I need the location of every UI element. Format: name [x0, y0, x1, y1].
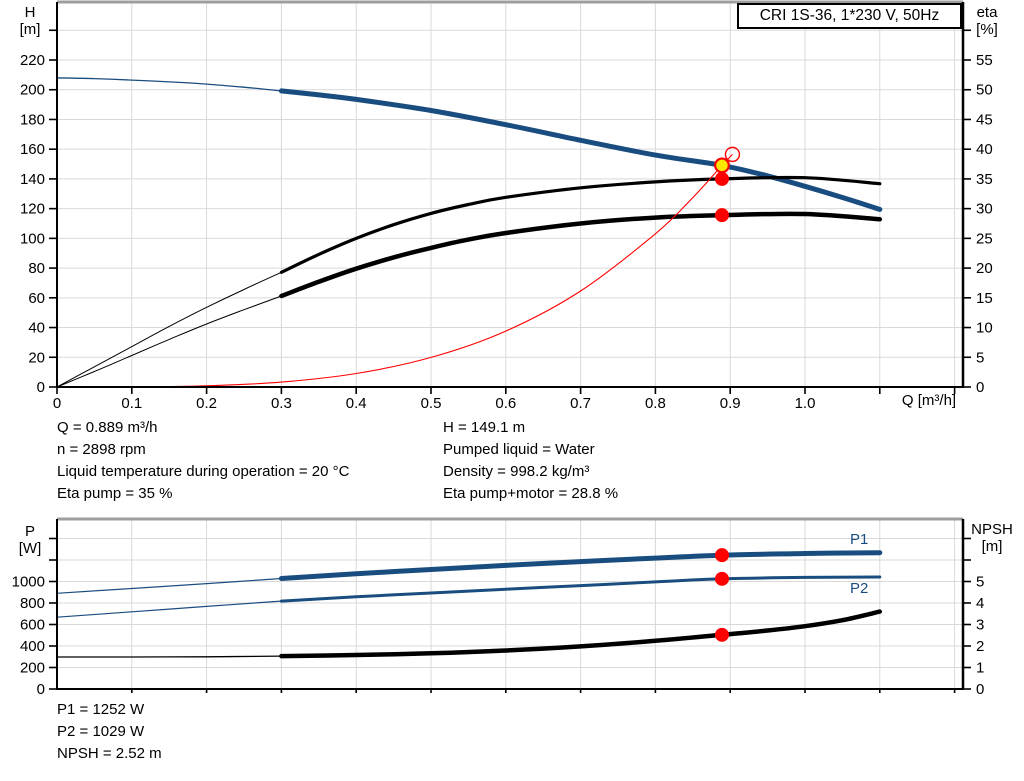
y-right-tick-label: 50: [976, 82, 993, 99]
h-axis-title-line1: H: [24, 4, 36, 21]
info-q: Q = 0.889 m³/h: [57, 419, 158, 436]
result-info: P1 = 1252 W P2 = 1029 W NPSH = 2.52 m: [57, 699, 162, 765]
p-axis-title: P [W]: [10, 523, 50, 557]
y-left-tick-label: 100: [20, 230, 45, 247]
x-tick-label: 0.7: [570, 395, 591, 412]
y-right-tick-label: 5: [976, 349, 984, 366]
curve-eta-pump-curve-thin: [56, 271, 282, 388]
curve-npsh-curve-thin: [57, 655, 282, 658]
eta-axis-unit: [%]: [976, 21, 998, 38]
y-left-tick-label: 120: [20, 201, 45, 218]
curve-p2-curve: [279, 575, 882, 603]
curve-npsh-curve: [279, 609, 883, 659]
duty-info-left: Q = 0.889 m³/h n = 2898 rpm Liquid tempe…: [57, 417, 349, 505]
info-density: Density = 998.2 kg/m³: [443, 463, 590, 480]
y-right-tick-label: 0: [976, 379, 984, 396]
y-left-tick-label: 600: [20, 617, 45, 634]
y-right-tick-label: 45: [976, 111, 993, 128]
info-n: n = 2898 rpm: [57, 441, 146, 458]
duty-info-right: H = 149.1 m Pumped liquid = Water Densit…: [443, 417, 618, 505]
duty-point-marker[interactable]: [714, 157, 730, 174]
x-tick-label: 0.4: [346, 395, 367, 412]
operating-point-dot: [714, 548, 729, 563]
x-tick-label: 0: [53, 395, 61, 412]
y-right-tick-label: 2: [976, 638, 984, 655]
h-axis-title: H [m]: [10, 4, 50, 38]
info-liquid-temp: Liquid temperature during operation = 20…: [57, 463, 350, 480]
requested-duty-point-marker: [724, 146, 741, 163]
curve-p1-curve: [278, 550, 883, 581]
operating-point-dot: [714, 571, 729, 586]
curve-p1-curve-thin: [56, 577, 282, 594]
y-right-tick-label: 55: [976, 52, 993, 69]
y-left-tick-label: 80: [28, 260, 45, 277]
x-tick-label: 0.3: [271, 395, 292, 412]
p2-curve-label: P2: [850, 580, 869, 597]
x-tick-label: 0.1: [121, 395, 142, 412]
x-tick-label: 0.5: [421, 395, 442, 412]
curve-eta-pump-motor-curve: [279, 211, 883, 299]
y-left-tick-label: 160: [20, 141, 45, 158]
x-tick-label: 0.8: [645, 395, 666, 412]
y-left-tick-label: 200: [20, 82, 45, 99]
y-left-tick-label: 400: [20, 638, 45, 655]
npsh-axis-title-line1: NPSH: [971, 521, 1013, 538]
eta-axis-title: eta [%]: [964, 4, 1010, 38]
y-right-tick-label: 20: [976, 260, 993, 277]
p-axis-unit: [W]: [18, 540, 42, 557]
curve-eta-pump-motor-curve-thin: [56, 295, 282, 388]
pump-title-box: CRI 1S-36, 1*230 V, 50Hz: [737, 3, 962, 29]
result-p2: P2 = 1029 W: [57, 723, 145, 740]
operating-point-dot: [714, 171, 729, 186]
y-right-tick-label: 4: [976, 595, 984, 612]
x-tick-label: 0.2: [196, 395, 217, 412]
y-right-tick-label: 40: [976, 141, 993, 158]
x-tick-label: 1.0: [795, 395, 816, 412]
eta-axis-title-line1: eta: [976, 4, 998, 21]
y-right-tick-label: 30: [976, 201, 993, 218]
curve-pump-head-curve-thin: [56, 77, 282, 92]
y-right-tick-label: 0: [976, 681, 984, 698]
result-npsh: NPSH = 2.52 m: [57, 745, 162, 762]
y-right-tick-label: 1: [976, 660, 984, 677]
info-pumped-liquid: Pumped liquid = Water: [443, 441, 595, 458]
y-right-tick-label: 3: [976, 617, 984, 634]
x-tick-label: 0.6: [495, 395, 516, 412]
q-axis-unit-label: Q [m³/h]: [901, 392, 957, 409]
y-right-tick-label: 10: [976, 320, 993, 337]
y-right-tick-label: 5: [976, 574, 984, 591]
p1-curve-label: P1: [850, 531, 869, 548]
y-left-tick-label: 800: [20, 595, 45, 612]
npsh-axis-unit: [m]: [981, 538, 1003, 555]
h-axis-unit: [m]: [19, 21, 41, 38]
y-left-tick-label: 1000: [12, 574, 45, 591]
operating-point-dot: [714, 627, 729, 642]
info-eta-pump-motor: Eta pump+motor = 28.8 %: [443, 485, 619, 502]
y-left-tick-label: 140: [20, 171, 45, 188]
y-left-tick-label: 220: [20, 52, 45, 69]
y-right-tick-label: 15: [976, 290, 993, 307]
operating-point-dot: [714, 208, 729, 223]
curve-eta-pump-curve: [279, 175, 882, 274]
y-left-tick-label: 40: [28, 320, 45, 337]
info-h: H = 149.1 m: [443, 419, 526, 436]
result-p1: P1 = 1252 W: [57, 701, 145, 718]
y-left-tick-label: 0: [37, 681, 45, 698]
curve-pump-head-curve: [278, 88, 883, 212]
y-right-tick-label: 35: [976, 171, 993, 188]
y-left-tick-label: 180: [20, 111, 45, 128]
y-left-tick-label: 20: [28, 349, 45, 366]
npsh-axis-title: NPSH [m]: [962, 521, 1022, 555]
y-left-tick-label: 0: [37, 379, 45, 396]
curve-p2-curve-thin: [56, 600, 282, 618]
p-axis-title-line1: P: [24, 523, 35, 540]
y-left-tick-label: 60: [28, 290, 45, 307]
y-right-tick-label: 25: [976, 230, 993, 247]
curve-system-curve: [56, 154, 733, 388]
info-eta-pump: Eta pump = 35 %: [57, 485, 173, 502]
y-left-tick-label: 200: [20, 660, 45, 677]
x-tick-label: 0.9: [720, 395, 741, 412]
